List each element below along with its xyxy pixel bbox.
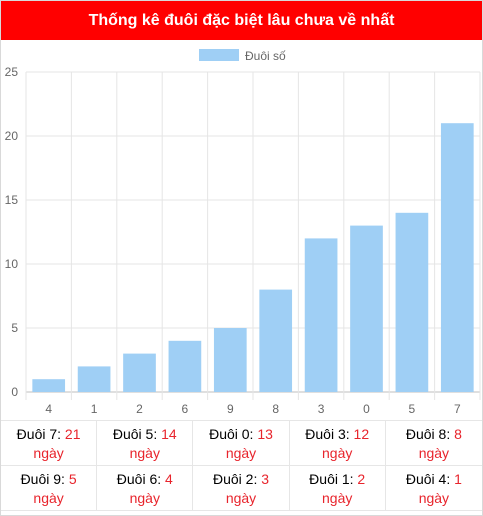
bar [350,225,383,392]
y-tick-label: 0 [11,385,18,399]
bar [123,353,156,392]
stat-cell: Đuôi 8: 8 ngày [385,421,482,466]
stat-unit: ngày [322,445,353,461]
x-tick-label: 7 [454,402,461,416]
stat-unit: ngày [33,490,64,506]
stat-unit: ngày [225,445,257,461]
bar [168,340,202,392]
stat-value: 3 [261,471,270,487]
bar [259,289,293,392]
legend-label: Đuôi số [245,49,286,63]
stat-label: Đuôi 6: [116,471,162,487]
stat-unit: ngày [225,490,257,506]
x-tick-label: 1 [91,402,98,416]
stat-unit: ngày [418,490,450,506]
stat-label: Đuôi 7: [16,426,62,442]
stat-value: 14 [161,426,177,442]
stat-label: Đuôi 1: [309,471,354,487]
bar [77,366,111,392]
stats-grid: Đuôi 7: 21 ngày Đuôi 5: 14 ngày Đuôi 0: 13 ng… [1,420,482,511]
stat-cell: Đuôi 2: 3 ngày [193,466,290,511]
stat-unit: ngày [322,490,353,506]
stat-unit: ngày [129,445,160,461]
x-tick-label: 6 [182,402,189,416]
stat-label: Đuôi 9: [20,471,65,487]
x-tick-label: 9 [227,402,234,416]
stat-cell: Đuôi 0: 13 ngày [193,421,290,466]
chart-area: Đuôi số 0 5 10 15 20 25 4 1 2 6 9 8 3 0 5 7 [1,40,482,420]
x-tick-label: 5 [409,402,416,416]
stat-value: 8 [454,426,462,442]
stat-value: 2 [357,471,366,487]
stat-unit: ngày [33,445,64,461]
bar-chart: Đuôi số 0 5 10 15 20 25 4 1 2 6 9 8 3 0 5 7 [5,49,481,416]
stat-unit: ngày [418,445,450,461]
stat-value: 13 [257,426,273,442]
bar [32,379,66,392]
stat-label: Đuôi 8: [405,426,451,442]
stat-cell: Đuôi 1: 2 ngày [289,466,386,511]
stat-cell: Đuôi 6: 4 ngày [97,466,194,511]
y-tick-label: 5 [11,321,18,335]
stat-cell: Đuôi 7: 21 ngày [1,421,98,466]
stat-value: 21 [64,426,81,442]
stat-value: 5 [68,471,77,487]
stat-label: Đuôi 2: [212,471,258,487]
x-tick-label: 4 [45,402,52,416]
bar [213,328,247,392]
y-tick-label: 20 [5,129,19,143]
x-tick-label: 3 [318,402,325,416]
y-tick-label: 10 [5,257,19,271]
stat-cell: Đuôi 5: 14 ngày [97,421,194,466]
stat-label: Đuôi 5: [112,426,158,442]
y-tick-label: 15 [5,193,19,207]
widget-title: Thống kê đuôi đặc biệt lâu chưa về nhất [1,1,482,40]
x-tick-label: 8 [272,402,279,416]
stat-label: Đuôi 4: [405,471,451,487]
x-tick-label: 2 [136,402,143,416]
stat-value: 12 [353,426,370,442]
bar [440,123,474,392]
stat-unit: ngày [129,490,160,506]
legend-swatch [199,49,239,61]
chart-legend: Đuôi số [199,49,286,63]
x-tick-label: 0 [363,402,370,416]
stat-label: Đuôi 0: [209,426,254,442]
stat-value: 1 [454,471,462,487]
bar [395,212,429,392]
y-tick-label: 25 [5,65,19,79]
stat-cell: Đuôi 4: 1 ngày [385,466,482,511]
stat-label: Đuôi 3: [305,426,350,442]
bar [304,238,338,392]
stat-cell: Đuôi 3: 12 ngày [289,421,386,466]
stat-cell: Đuôi 9: 5 ngày [1,466,98,511]
stat-value: 4 [165,471,173,487]
